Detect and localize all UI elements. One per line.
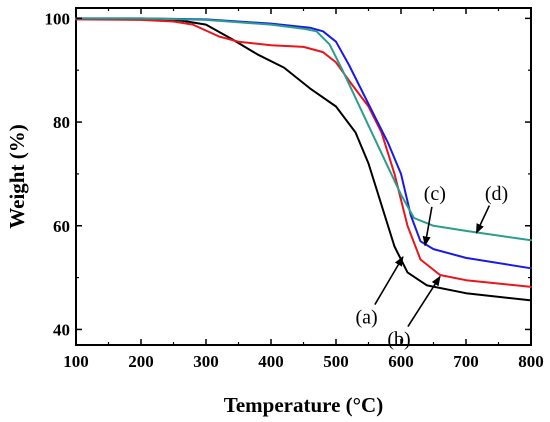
plot-frame <box>75 7 532 346</box>
tick-layer: 100 200 300 400 500 600 700 800 40 60 80 100 <box>45 8 544 371</box>
y-tick-label: 40 <box>53 320 70 339</box>
annotation-label: (c) <box>424 183 446 205</box>
annotation-arrow <box>422 206 433 247</box>
annotation-label: (a) <box>355 306 377 328</box>
y-axis-title: Weight (%) <box>5 124 29 228</box>
series-line <box>75 18 532 288</box>
x-tick-label: 100 <box>63 352 89 371</box>
plot-area <box>75 7 532 346</box>
y-tick-label: 80 <box>53 113 70 132</box>
x-tick-label: 600 <box>388 352 414 371</box>
y-tick-label: 60 <box>53 217 70 236</box>
y-tick-label: 100 <box>45 9 71 28</box>
annotation-layer: (a) (b) (c) (d) <box>355 183 508 350</box>
series-line <box>75 17 532 302</box>
annotation-arrow <box>475 205 491 234</box>
x-tick-label: 400 <box>258 352 284 371</box>
series-layer <box>75 17 532 302</box>
x-tick-label: 200 <box>128 352 154 371</box>
series-line <box>75 17 532 242</box>
x-tick-label: 700 <box>453 352 479 371</box>
annotation-arrow <box>407 275 441 328</box>
annotation-arrow <box>374 255 404 305</box>
annotation-label: (b) <box>387 328 410 350</box>
x-tick-label: 500 <box>323 352 349 371</box>
x-tick-label: 300 <box>193 352 219 371</box>
x-tick-label: 800 <box>518 352 544 371</box>
x-axis-title: Temperature (°C) <box>224 393 383 417</box>
annotation-label: (d) <box>485 183 508 205</box>
